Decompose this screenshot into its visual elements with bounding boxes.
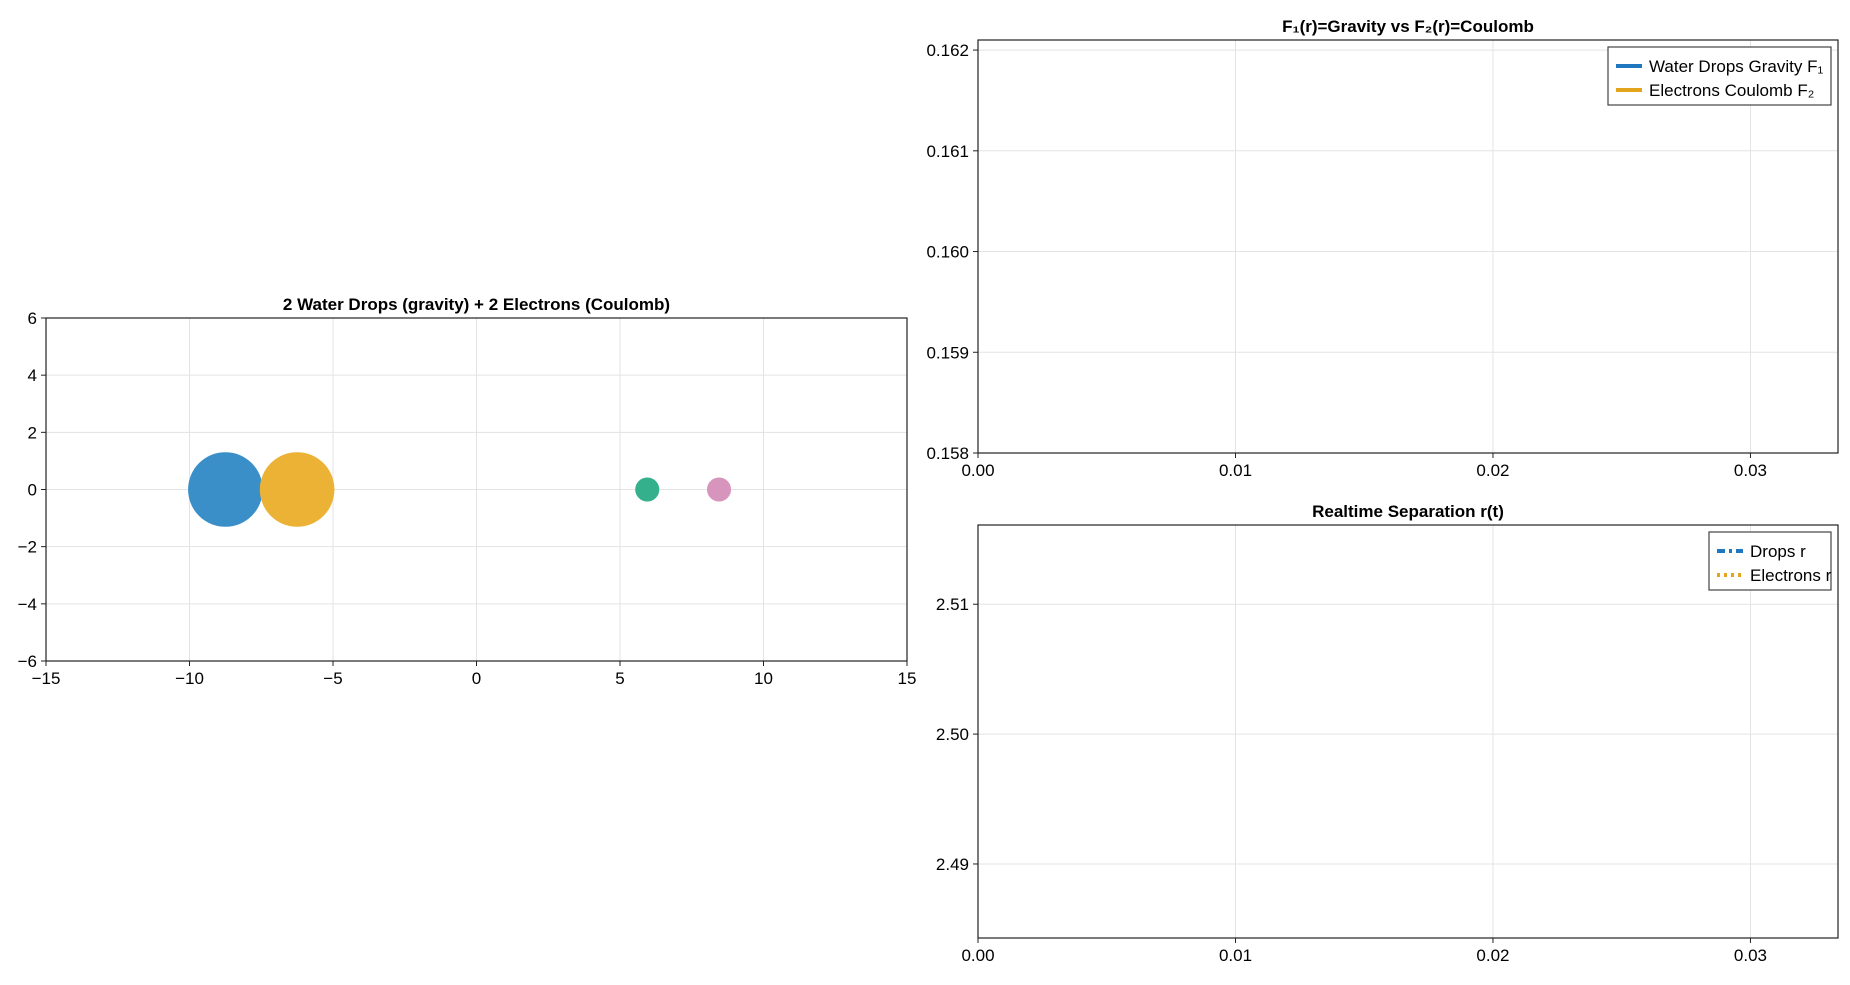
y-tick-label: −2 [18,538,37,557]
particle-point-4 [706,477,732,502]
x-tick-label: −15 [32,669,61,688]
plot-frame [977,39,1839,454]
x-tick-label: −5 [323,669,342,688]
legend-box [1607,46,1832,106]
y-tick-label: 2 [28,423,37,442]
particle-point-1 [188,452,263,527]
chart-title: 2 Water Drops (gravity) + 2 Electrons (C… [283,295,670,314]
y-tick-label: −4 [18,595,37,614]
y-tick-label: 0.161 [926,142,969,161]
chart-title: Realtime Separation r(t) [1312,502,1504,521]
x-tick-label: 0.00 [961,461,994,480]
legend-box [1708,531,1832,591]
y-tick-label: 4 [28,366,37,385]
chart-panel-3: 0.00 0.01 0.02 0.03 2.49 2.50 2.51 Realtime Sep… [936,502,1839,965]
x-tick-label: 0.02 [1476,461,1509,480]
y-tick-label: 2.50 [936,725,969,744]
y-tick-label: 0 [28,481,37,500]
x-tick-label: −10 [175,669,204,688]
legend-label-2: Electrons Coulomb F₂ [1649,81,1814,100]
x-tick-label: 0.03 [1734,946,1767,965]
x-tick-label: 0 [472,669,481,688]
y-tick-label: 6 [28,309,37,328]
legend-label-1: Drops r [1750,542,1806,561]
x-tick-label: 0.02 [1476,946,1509,965]
x-tick-label: 0.03 [1734,461,1767,480]
x-tick-label: 0.01 [1219,461,1252,480]
y-tick-label: 0.162 [926,41,969,60]
legend-label-1: Water Drops Gravity F₁ [1649,57,1823,76]
x-tick-label: 10 [754,669,773,688]
legend: Drops r Electrons r [1708,531,1832,591]
y-tick-label: 2.49 [936,855,969,874]
y-tick-label: 0.159 [926,343,969,362]
x-tick-label: 0.00 [961,946,994,965]
legend: Water Drops Gravity F₁ Electrons Coulomb … [1607,46,1832,106]
chart-panel-2: 0.00 0.01 0.02 0.03 0.158 0.159 0.160 0.161 0.16… [926,17,1839,480]
x-tick-label: 0.01 [1219,946,1252,965]
y-tick-label: 0.160 [926,243,969,262]
y-tick-label: −6 [18,652,37,671]
x-tick-label: 5 [615,669,624,688]
y-tick-label: 2.51 [936,595,969,614]
chart-panel-1: −15 −10 −5 0 5 10 15 −6 −4 −2 0 2 4 6 2 Water Drops (g… [18,295,917,688]
x-tick-label: 15 [898,669,917,688]
plot-frame [977,524,1839,939]
y-tick-label: 0.158 [926,444,969,463]
chart-title: F₁(r)=Gravity vs F₂(r)=Coulomb [1282,17,1534,36]
particle-point-3 [635,477,660,502]
legend-label-2: Electrons r [1750,566,1832,585]
particle-point-2 [259,452,335,527]
